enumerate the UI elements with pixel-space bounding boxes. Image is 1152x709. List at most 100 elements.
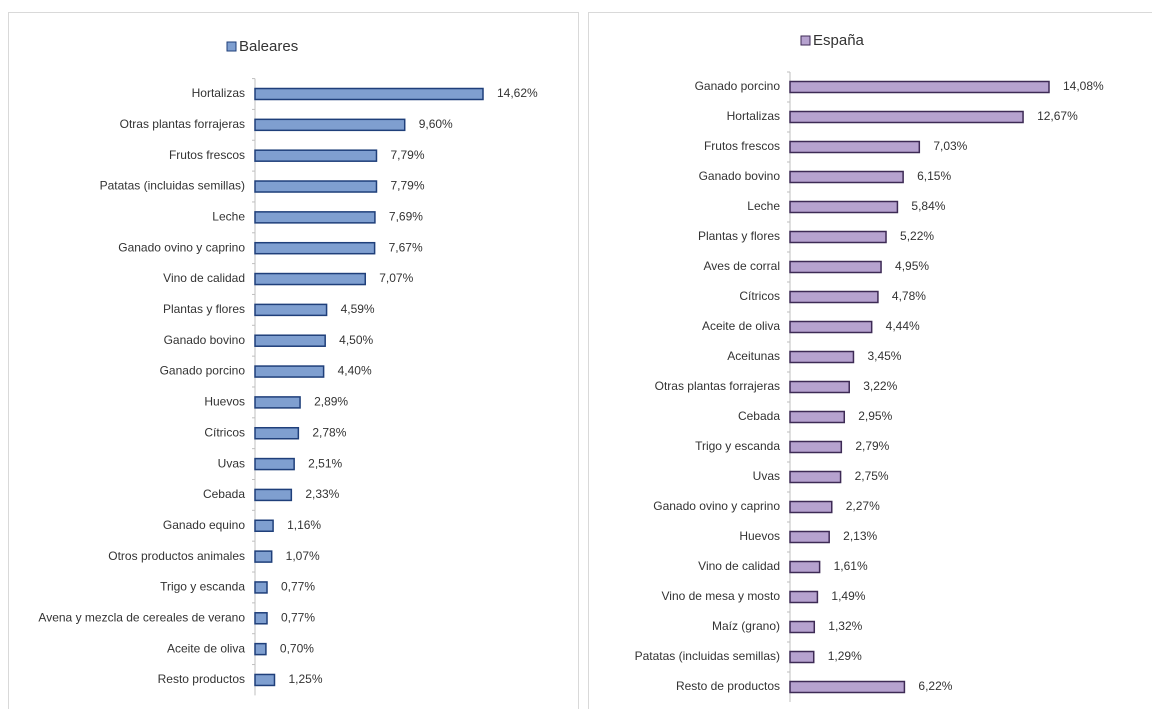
bar bbox=[789, 200, 899, 214]
y-tick-label: Ganado ovino y caprino bbox=[118, 240, 245, 254]
y-tick-label: Cítricos bbox=[204, 425, 245, 439]
data-label: 3,22% bbox=[863, 379, 897, 393]
y-tick-label: Maíz (grano) bbox=[712, 619, 780, 633]
y-tick-label: Leche bbox=[747, 199, 780, 213]
bar bbox=[254, 581, 268, 594]
data-label: 5,22% bbox=[900, 229, 934, 243]
data-label: 4,40% bbox=[338, 364, 372, 378]
bar bbox=[789, 170, 904, 184]
data-label: 2,33% bbox=[305, 487, 339, 501]
data-label: 4,59% bbox=[341, 302, 375, 316]
panel-frame bbox=[8, 12, 579, 709]
bar bbox=[254, 180, 378, 193]
data-label: 3,45% bbox=[867, 349, 901, 363]
y-tick-label: Aceite de oliva bbox=[167, 641, 245, 655]
bar bbox=[789, 620, 816, 634]
data-label: 2,51% bbox=[308, 456, 342, 470]
y-tick-label: Cebada bbox=[738, 409, 780, 423]
data-label: 14,62% bbox=[497, 86, 538, 100]
y-tick-label: Otras plantas forrajeras bbox=[655, 379, 780, 393]
data-label: 4,44% bbox=[886, 319, 920, 333]
legend-swatch bbox=[800, 35, 811, 46]
data-label: 5,84% bbox=[911, 199, 945, 213]
bar bbox=[254, 457, 295, 471]
data-label: 12,67% bbox=[1037, 109, 1078, 123]
bar bbox=[254, 612, 268, 625]
data-label: 7,79% bbox=[390, 179, 424, 193]
y-tick-label: Avena y mezcla de cereales de verano bbox=[38, 610, 245, 624]
data-label: 2,95% bbox=[858, 409, 892, 423]
y-tick-label: Ganado bovino bbox=[164, 333, 246, 347]
y-tick-label: Huevos bbox=[739, 529, 780, 543]
y-tick-label: Otros productos animales bbox=[108, 549, 245, 563]
bar bbox=[254, 211, 376, 224]
bar bbox=[254, 118, 406, 132]
data-label: 0,77% bbox=[281, 580, 315, 594]
y-tick-label: Ganado porcino bbox=[160, 364, 246, 378]
data-label: 2,79% bbox=[855, 439, 889, 453]
bar bbox=[789, 80, 1050, 94]
bar bbox=[789, 260, 882, 274]
legend-label: España bbox=[813, 32, 865, 49]
bar bbox=[254, 303, 328, 317]
y-tick-label: Cítricos bbox=[739, 289, 780, 303]
y-tick-label: Ganado equino bbox=[163, 518, 245, 532]
y-tick-label: Vino de calidad bbox=[163, 271, 245, 285]
data-label: 2,75% bbox=[855, 469, 889, 483]
bar bbox=[789, 440, 843, 454]
y-tick-label: Cebada bbox=[203, 487, 245, 501]
data-label: 4,95% bbox=[895, 259, 929, 273]
bar bbox=[789, 530, 830, 544]
data-label: 1,32% bbox=[828, 619, 862, 633]
y-tick-label: Plantas y flores bbox=[163, 302, 245, 316]
y-tick-label: Trigo y escanda bbox=[160, 580, 245, 594]
bar bbox=[789, 590, 819, 604]
y-tick-label: Ganado ovino y caprino bbox=[653, 499, 780, 513]
data-label: 6,22% bbox=[918, 679, 952, 693]
data-label: 4,78% bbox=[892, 289, 926, 303]
data-label: 9,60% bbox=[419, 117, 453, 131]
y-tick-label: Uvas bbox=[753, 469, 780, 483]
bar bbox=[789, 560, 821, 574]
bar bbox=[789, 500, 833, 514]
bar bbox=[254, 519, 274, 533]
bar bbox=[254, 365, 325, 378]
y-tick-label: Patatas (incluidas semillas) bbox=[100, 179, 245, 193]
bar bbox=[254, 488, 293, 502]
bar bbox=[254, 334, 326, 347]
y-tick-label: Plantas y flores bbox=[698, 229, 780, 243]
data-label: 7,67% bbox=[389, 240, 423, 254]
data-label: 6,15% bbox=[917, 169, 951, 183]
data-label: 2,78% bbox=[312, 425, 346, 439]
data-label: 7,03% bbox=[933, 139, 967, 153]
y-tick-label: Trigo y escanda bbox=[695, 439, 780, 453]
y-tick-label: Otras plantas forrajeras bbox=[120, 117, 245, 131]
data-label: 7,07% bbox=[379, 271, 413, 285]
panel-frame bbox=[588, 12, 1152, 709]
bar bbox=[789, 680, 906, 694]
y-tick-label: Vino de calidad bbox=[698, 559, 780, 573]
bar bbox=[254, 550, 273, 563]
y-tick-label: Frutos frescos bbox=[169, 148, 245, 162]
bar bbox=[789, 230, 887, 244]
data-label: 2,89% bbox=[314, 395, 348, 409]
y-tick-label: Vino de mesa y mosto bbox=[661, 589, 780, 603]
data-label: 0,77% bbox=[281, 610, 315, 624]
y-tick-label: Resto de productos bbox=[676, 679, 780, 693]
y-tick-label: Aceitunas bbox=[727, 349, 780, 363]
bar bbox=[789, 140, 921, 154]
data-label: 2,13% bbox=[843, 529, 877, 543]
data-label: 1,61% bbox=[834, 559, 868, 573]
y-tick-label: Aceite de oliva bbox=[702, 319, 780, 333]
bar bbox=[254, 241, 376, 255]
bar bbox=[789, 290, 879, 304]
bar bbox=[254, 642, 267, 656]
bar bbox=[254, 426, 300, 440]
bar bbox=[789, 320, 873, 334]
y-tick-label: Leche bbox=[212, 210, 245, 224]
y-tick-label: Resto productos bbox=[158, 672, 245, 686]
data-label: 7,69% bbox=[389, 210, 423, 224]
data-label: 1,29% bbox=[828, 649, 862, 663]
bar bbox=[789, 650, 815, 664]
